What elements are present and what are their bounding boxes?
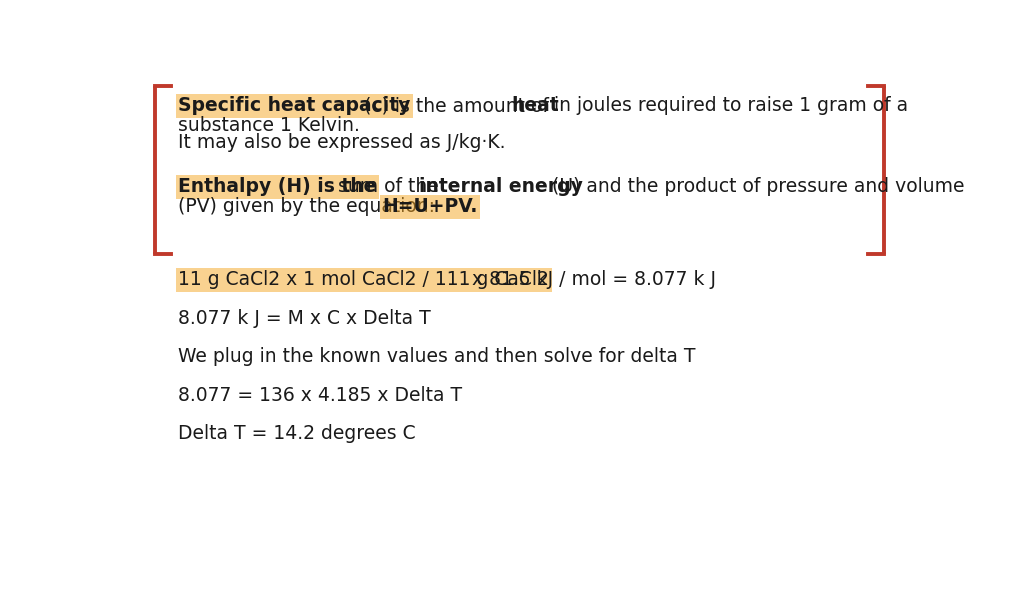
Text: Specific heat capacity: Specific heat capacity bbox=[178, 96, 411, 115]
Text: 11 g CaCl2 x 1 mol CaCl2 / 111 g CaCl2: 11 g CaCl2 x 1 mol CaCl2 / 111 g CaCl2 bbox=[178, 270, 549, 289]
Text: substance 1 Kelvin.: substance 1 Kelvin. bbox=[178, 117, 360, 135]
Text: It may also be expressed as J/kg·K.: It may also be expressed as J/kg·K. bbox=[178, 133, 506, 152]
Text: (c) is the amount of: (c) is the amount of bbox=[358, 96, 555, 115]
Text: internal energy: internal energy bbox=[420, 177, 584, 196]
Text: We plug in the known values and then solve for delta T: We plug in the known values and then sol… bbox=[178, 347, 696, 367]
Text: sum of the: sum of the bbox=[332, 177, 444, 196]
Text: x 81.5 kJ / mol = 8.077 k J: x 81.5 kJ / mol = 8.077 k J bbox=[466, 270, 716, 289]
Text: Delta T = 14.2 degrees C: Delta T = 14.2 degrees C bbox=[178, 425, 416, 444]
Text: in joules required to raise 1 gram of a: in joules required to raise 1 gram of a bbox=[548, 96, 908, 115]
Text: 8.077 = 136 x 4.185 x Delta T: 8.077 = 136 x 4.185 x Delta T bbox=[178, 386, 463, 405]
Text: heat: heat bbox=[511, 96, 559, 115]
Text: 8.077 k J = M x C x Delta T: 8.077 k J = M x C x Delta T bbox=[178, 309, 431, 328]
Text: H=U+PV.: H=U+PV. bbox=[382, 197, 477, 216]
Text: (PV) given by the equation:: (PV) given by the equation: bbox=[178, 197, 441, 216]
Text: (U) and the product of pressure and volume: (U) and the product of pressure and volu… bbox=[547, 177, 965, 196]
Text: Enthalpy (H) is the: Enthalpy (H) is the bbox=[178, 177, 377, 196]
